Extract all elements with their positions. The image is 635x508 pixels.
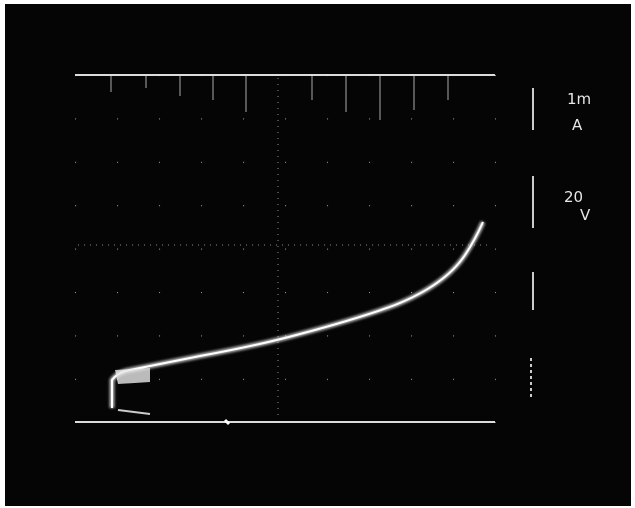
page: 1m A 20 V (() => { const data = JSON.par… bbox=[0, 0, 635, 508]
current-readout-unit: A bbox=[572, 116, 583, 134]
voltage-readout-unit: V bbox=[580, 206, 591, 224]
voltage-readout-value: 20 bbox=[564, 188, 583, 206]
scope-photo: 1m A 20 V bbox=[0, 0, 635, 508]
current-readout-value: 1m bbox=[567, 90, 591, 108]
